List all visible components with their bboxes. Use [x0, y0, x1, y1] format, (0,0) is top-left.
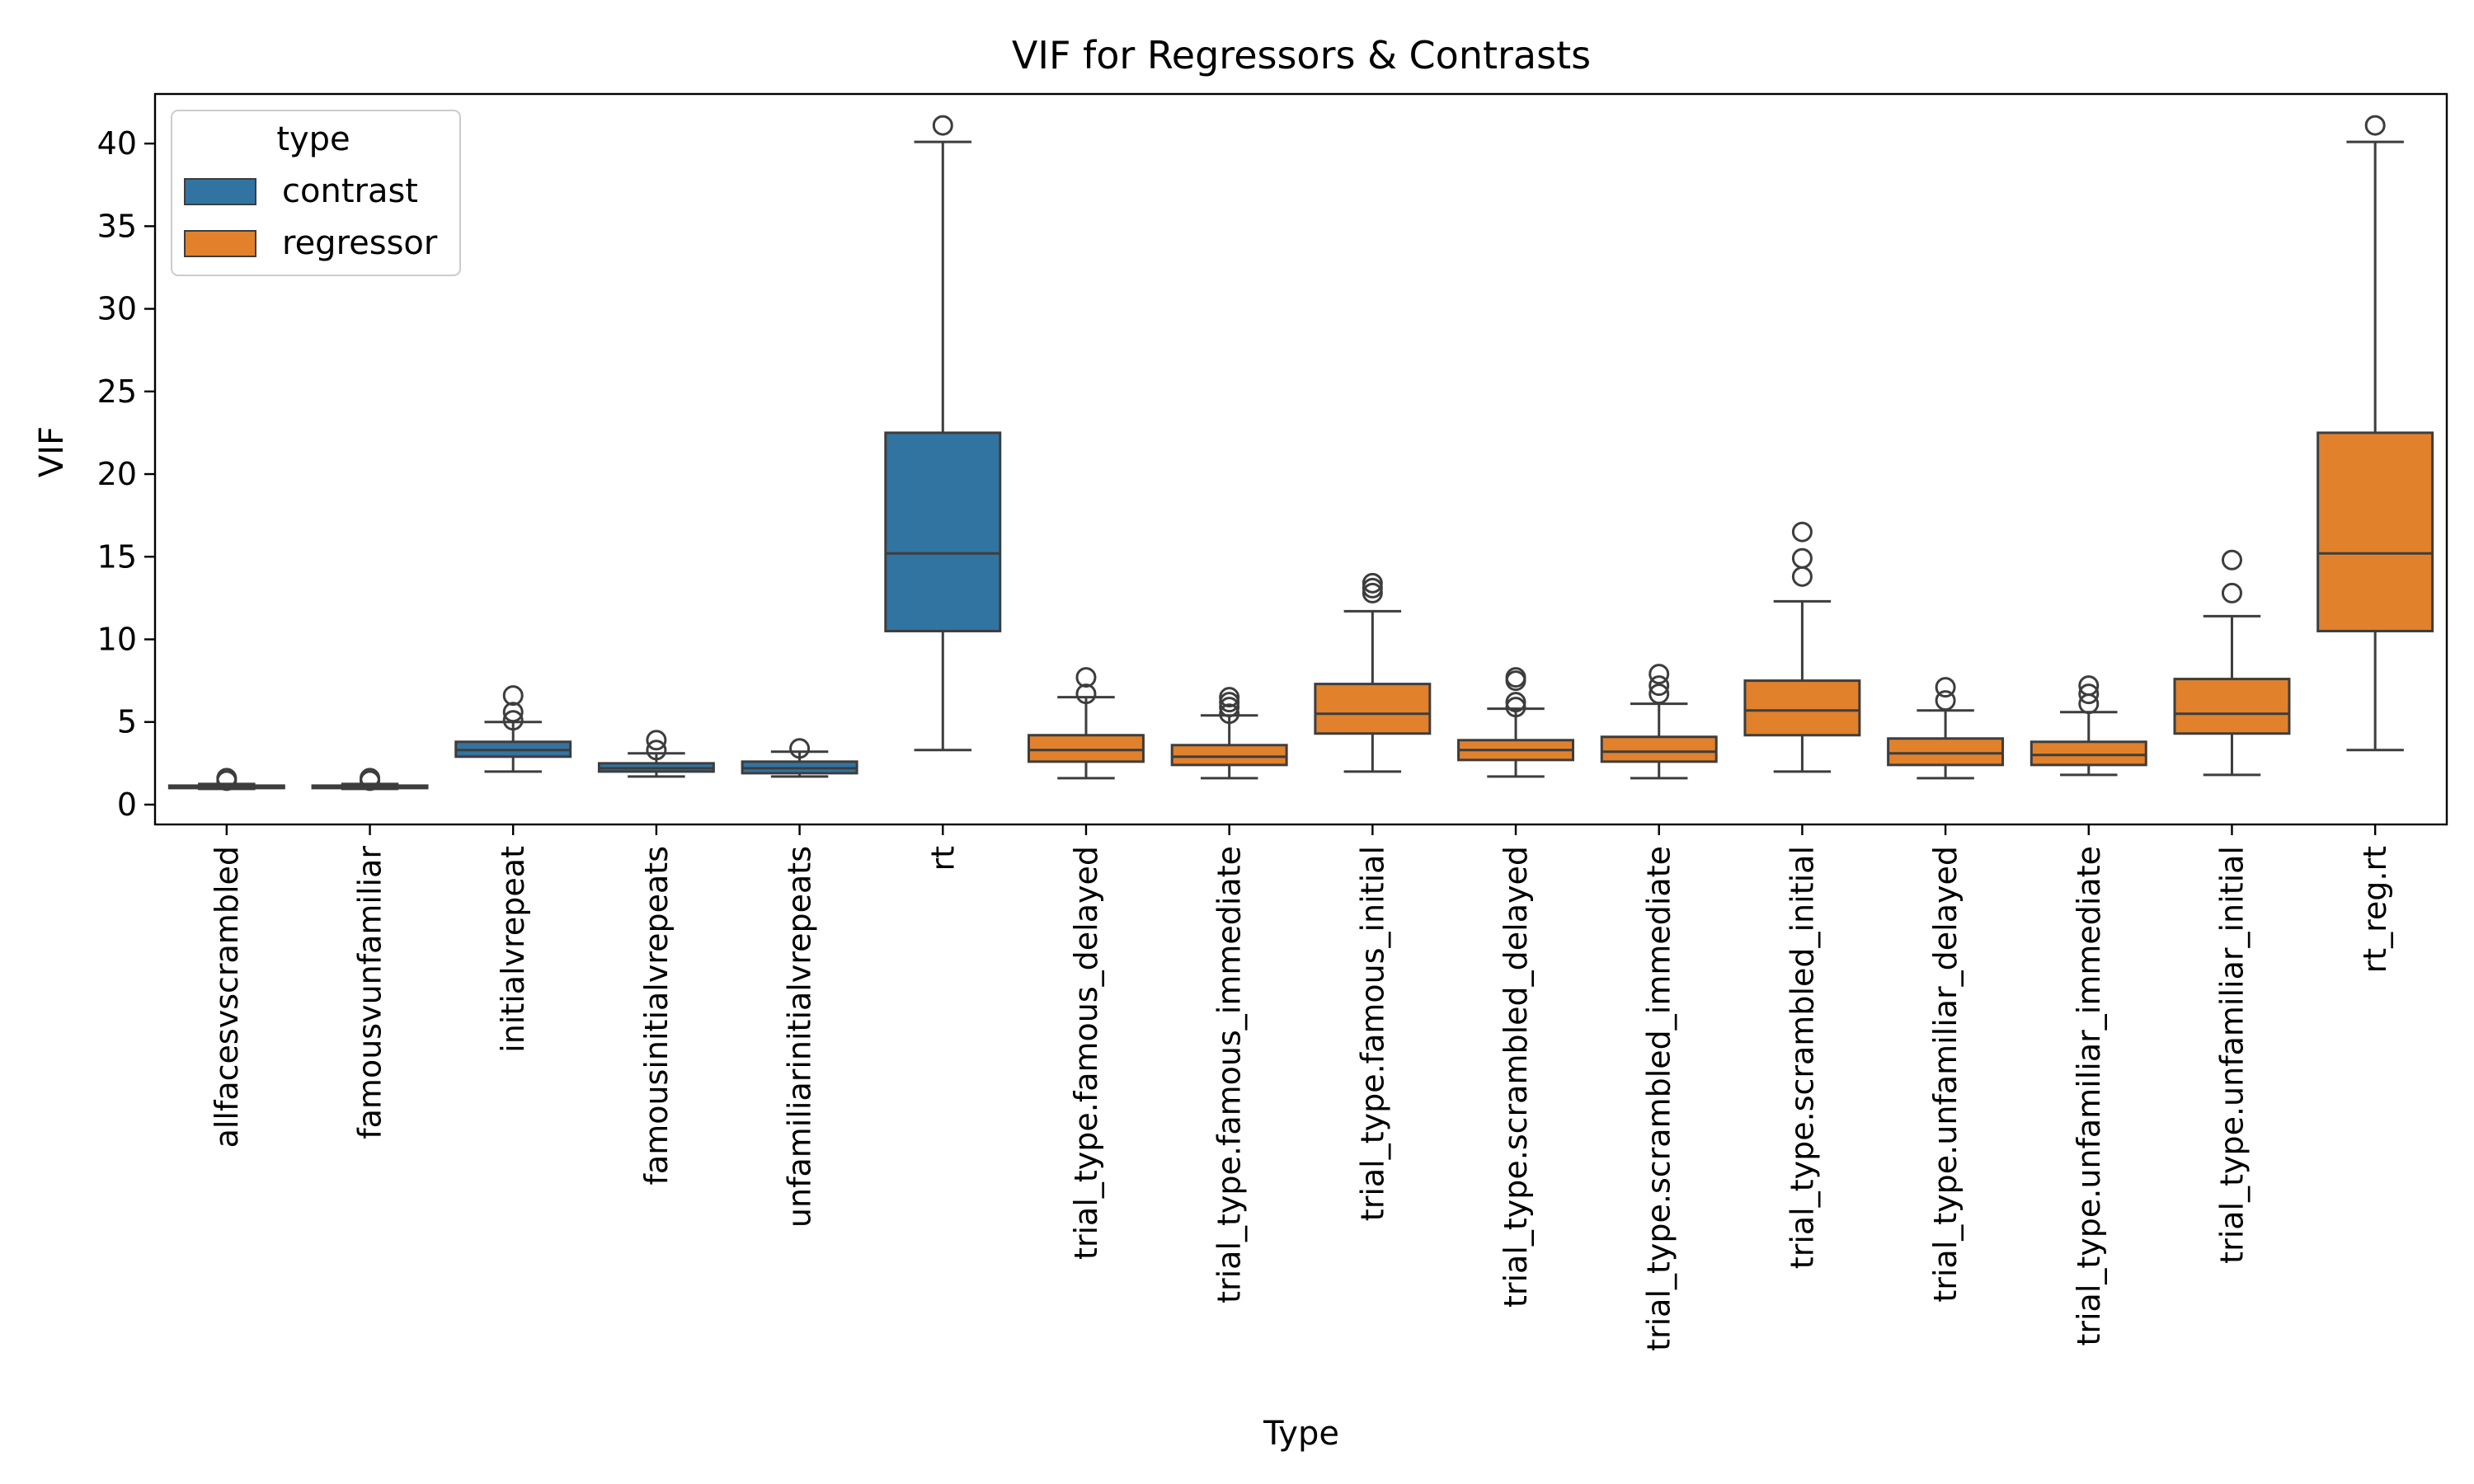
x-tick-label: trial_type.famous_initial: [1354, 846, 1390, 1221]
outlier-point: [789, 738, 811, 759]
x-axis-title: Type: [1263, 1415, 1339, 1453]
chart-title: VIF for Regressors & Contrasts: [1012, 33, 1591, 77]
outlier-point: [502, 710, 524, 731]
box-group-rt: [884, 115, 1002, 752]
box-iqr: [1314, 683, 1432, 735]
box-iqr: [884, 431, 1002, 632]
x-tick-label: rt: [924, 846, 961, 871]
outlier-point: [1649, 675, 1670, 697]
box-group-trial_type.unfamiliar_initial: [2173, 549, 2291, 777]
outlier-point: [646, 730, 667, 751]
x-tick-label: trial_type.unfamiliar_delayed: [1927, 846, 1964, 1303]
outlier-point: [1505, 667, 1526, 688]
box-iqr: [2316, 431, 2434, 632]
box-iqr: [1027, 734, 1145, 763]
outlier-point: [1075, 667, 1097, 688]
outlier-point: [646, 740, 667, 761]
outlier-point: [1649, 683, 1670, 705]
x-tick-label: trial_type.scrambled_initial: [1784, 846, 1820, 1269]
outlier-point: [1791, 547, 1813, 569]
y-axis-title: VIF: [33, 426, 71, 477]
y-tick-label: 5: [117, 704, 137, 740]
box-iqr: [2030, 740, 2147, 767]
x-tick-label: trial_type.scrambled_immediate: [1641, 846, 1677, 1351]
y-tick-label: 20: [97, 456, 137, 492]
box-group-trial_type.scrambled_initial: [1743, 521, 1861, 773]
box-group-trial_type.unfamiliar_delayed: [1887, 677, 2005, 780]
box-group-trial_type.scrambled_delayed: [1457, 667, 1575, 778]
box-group-allfacesvscrambled: [167, 768, 285, 791]
legend-swatch-contrast: [184, 178, 256, 205]
outlier-point: [2078, 683, 2100, 705]
outlier-point: [1362, 572, 1383, 594]
y-tick-label: 25: [97, 373, 137, 410]
outlier-point: [1505, 692, 1526, 713]
box-group-trial_type.famous_immediate: [1170, 687, 1288, 780]
outlier-point: [1791, 521, 1813, 542]
x-tick-label: trial_type.scrambled_delayed: [1498, 846, 1534, 1308]
box-group-trial_type.scrambled_immediate: [1600, 664, 1718, 780]
outlier-point: [1219, 697, 1240, 718]
box-group-rt_reg.rt: [2316, 115, 2434, 752]
box-group-trial_type.unfamiliar_immediate: [2030, 675, 2147, 777]
plot-frame: [153, 92, 2448, 826]
box-group-trial_type.famous_delayed: [1027, 667, 1145, 780]
legend-label-regressor: regressor: [282, 224, 438, 262]
outlier-point: [360, 768, 381, 789]
x-tick-label: trial_type.famous_delayed: [1068, 846, 1104, 1260]
outlier-point: [2364, 115, 2386, 136]
box-group-unfamiliarinitialvrepeats: [741, 738, 858, 778]
box-iqr: [1600, 735, 1718, 763]
x-tick-label: famousinitialvrepeats: [638, 846, 675, 1185]
x-tick-label: trial_type.unfamiliar_immediate: [2071, 846, 2107, 1346]
box-group-initialvrepeat: [454, 685, 572, 773]
x-tick-label: allfacesvscrambled: [209, 846, 245, 1148]
outlier-point: [932, 115, 953, 136]
x-tick-label: famousvunfamiliar: [352, 846, 388, 1139]
y-tick-label: 0: [117, 787, 137, 823]
outlier-point: [1362, 577, 1383, 599]
y-tick-label: 10: [97, 621, 137, 657]
y-tick-label: 30: [97, 291, 137, 327]
outlier-point: [502, 702, 524, 723]
y-tick-label: 35: [97, 208, 137, 244]
outlier-point: [2078, 675, 2100, 697]
legend: type contrast regressor: [171, 110, 461, 276]
y-axis: 0 5 10 15 20 25 30 35 40: [97, 125, 155, 823]
box-group-famousvunfamiliar: [311, 768, 429, 791]
outlier-point: [216, 768, 238, 789]
outlier-point: [1935, 690, 1956, 711]
x-tick-label: unfamiliarinitialvrepeats: [782, 846, 818, 1228]
outlier-point: [1505, 697, 1526, 718]
x-axis: allfacesvscrambled famousvunfamiliar initi…: [209, 824, 2393, 1351]
box-group-trial_type.famous_initial: [1314, 572, 1432, 773]
outlier-point: [1219, 687, 1240, 708]
x-tick-label: trial_type.unfamiliar_initial: [2213, 846, 2250, 1264]
outlier-point: [1649, 664, 1670, 685]
box-group-famousinitialvrepeats: [597, 730, 715, 778]
outlier-point: [1075, 683, 1097, 705]
boxes-layer: [167, 115, 2434, 791]
x-tick-label: rt_reg.rt: [2357, 846, 2393, 973]
box-iqr: [1887, 737, 2005, 767]
y-tick-label: 40: [97, 125, 137, 162]
outlier-point: [1219, 692, 1240, 713]
outlier-point: [502, 685, 524, 707]
x-tick-label: initialvrepeat: [495, 846, 531, 1053]
outlier-point: [2221, 582, 2242, 603]
box-iqr: [1170, 744, 1288, 767]
outlier-point: [1935, 677, 1956, 698]
y-tick-label: 15: [97, 538, 137, 575]
outlier-point: [1219, 703, 1240, 725]
legend-swatch-regressor: [184, 230, 256, 257]
box-iqr: [1743, 679, 1861, 737]
x-tick-label: trial_type.famous_immediate: [1211, 846, 1248, 1303]
legend-label-contrast: contrast: [282, 172, 418, 210]
outlier-point: [2221, 549, 2242, 571]
legend-title: type: [276, 120, 350, 158]
outlier-point: [1362, 582, 1383, 603]
box-iqr: [2173, 678, 2291, 735]
